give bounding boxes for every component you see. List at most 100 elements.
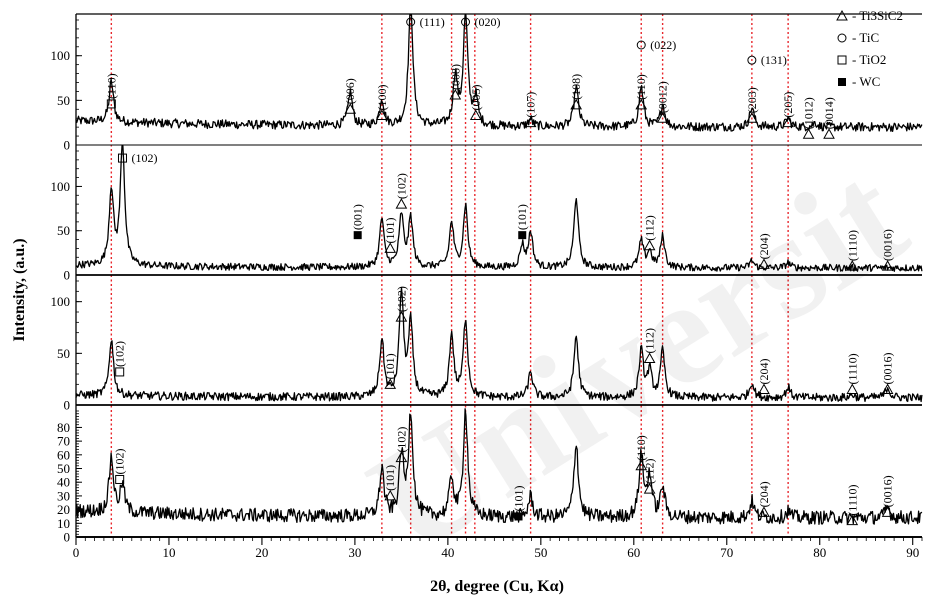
annotation-2-8: (0016) [881,229,895,271]
annotation-label: (102) [113,448,127,474]
annotation-label: (107) [524,92,538,118]
annotation-3-4: (204) [757,359,771,394]
annotation-symbol [846,260,859,271]
legend-symbol [837,55,847,65]
legend-label: - Ti3SiC2 [852,8,903,23]
legend-entry-1: - TiC [837,30,879,45]
annotation-symbol [758,383,770,394]
annotation-symbol [117,153,127,163]
annotation-symbol [449,88,462,100]
annotation-symbol [802,128,815,139]
annotation-symbol [115,367,125,377]
annotation-label: (102) [394,173,408,199]
x-axis-title: 2θ, degree (Cu, Kα) [430,578,564,595]
annotation-symbol [406,17,416,27]
x-tick-label-8: 80 [813,545,826,560]
annotation-2-4: (101) [515,204,529,240]
annotation-3-3: (112) [643,328,657,363]
annotation-label: (102) [131,151,157,165]
annotation-symbol [384,378,397,389]
annotation-label: (008) [448,64,462,90]
annotation-label: (1110) [845,230,859,261]
annotation-1-16: (0014) [822,97,836,139]
annotation-symbol [881,506,894,517]
annotation-symbol [643,239,656,251]
annotation-label: (0016) [881,475,895,507]
annotation-4-2: (102) [394,427,408,463]
y-tick-label-1-0: 0 [64,138,71,153]
legend-symbol [836,9,848,21]
annotation-2-2: (101) [383,217,397,253]
annotation-symbol [758,506,770,517]
annotation-label: (0012) [656,81,670,113]
y-tick-label-4-8: 80 [57,420,70,435]
panel-frames [75,13,922,538]
annotation-1-1: (006) [343,78,357,114]
legend: - Ti3SiC2 - TiC - TiO2 - WC [836,8,903,89]
annotation-label: (112) [643,459,657,485]
annotation-2-1: (001) [351,204,365,240]
annotation-symbol [376,109,388,121]
legend-label: - WC [852,74,880,89]
annotation-label: (1012) [802,97,816,129]
annotation-2-7: (1110) [845,230,859,271]
legend-symbol [838,78,846,86]
y-tick-label-3-0: 0 [64,398,71,413]
annotation-4-6: (204) [757,481,771,517]
y-tick-label-3-2: 100 [51,294,71,309]
annotation-label: (0014) [822,97,836,129]
annotation-3-1: (101) [383,353,397,389]
y-tick-label-4-2: 20 [57,502,70,517]
annotation-1-5: (020) [461,15,501,29]
y-tick-label-2-2: 100 [51,179,71,194]
x-tick-label-6: 60 [627,545,640,560]
annotation-1-12: (203) [745,87,759,123]
x-tick-label-2: 20 [255,545,268,560]
legend-entry-0: - Ti3SiC2 [836,8,903,23]
legend-label: - TiC [852,30,879,45]
x-tick-label-9: 90 [906,545,919,560]
annotation-symbol [461,17,471,27]
diffraction-traces [75,14,923,525]
annotation-symbol [106,99,116,109]
annotation-symbol [746,112,758,123]
y-axis-title: Intensity, (a.u.) [11,238,28,341]
annotation-label: (112) [643,215,657,241]
axes: 2θ, degree (Cu, Kα) Intensity, (a.u.) 0 5… [11,19,923,595]
annotation-label: (101) [512,485,526,511]
annotation-symbol [344,103,357,114]
x-tick-label-1: 10 [162,545,175,560]
annotation-label: (101) [515,204,529,230]
annotation-label: (203) [745,87,759,113]
y-tick-label-4-3: 30 [57,488,70,503]
annotation-symbol [353,231,362,240]
y-tick-label-1-2: 100 [51,48,71,63]
annotation-symbol [518,231,527,240]
annotation-1-0: (110) [104,73,118,109]
annotation-label: (204) [757,233,771,259]
annotation-label: (110) [104,73,118,99]
annotation-label: (112) [643,328,657,354]
annotation-symbol [636,40,646,50]
annotation-2-3: (102) [394,173,408,209]
trace-panel-2 [75,145,923,273]
annotation-label: (204) [757,481,771,507]
y-tick-label-4-4: 40 [57,475,70,490]
y-tick-label-4-7: 70 [57,434,70,449]
trace-panel-3 [75,286,923,403]
x-tick-label-0: 0 [73,545,80,560]
annotation-3-5: (1110) [845,353,859,394]
y-tick-label-4-6: 60 [57,447,70,462]
annotation-2-6: (204) [757,233,771,269]
annotation-symbol [881,383,894,394]
annotation-label: (001) [351,204,365,230]
annotation-label: (101) [383,217,397,243]
y-tick-label-4-0: 0 [64,530,71,545]
annotation-2-0: (102) [117,151,157,165]
annotation-label: (005) [469,85,483,111]
x-tick-label-4: 40 [441,545,454,560]
annotation-1-8: (108) [569,74,583,110]
annotation-label: (102) [113,341,127,367]
